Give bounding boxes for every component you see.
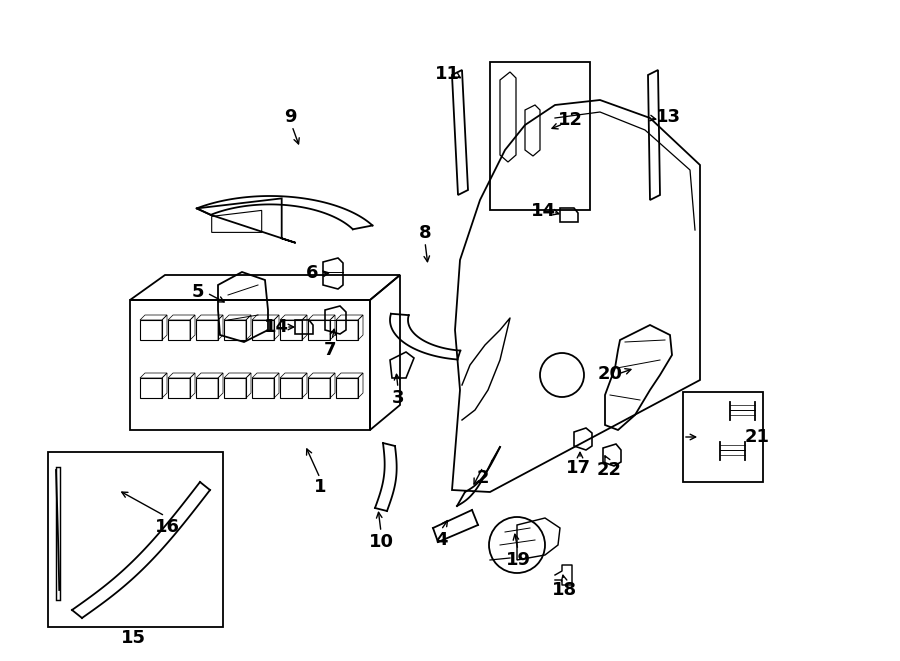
- Text: 17: 17: [565, 459, 590, 477]
- Text: 14: 14: [264, 318, 289, 336]
- Text: 5: 5: [192, 283, 204, 301]
- Text: 19: 19: [506, 551, 530, 569]
- Text: 4: 4: [435, 531, 447, 549]
- Text: 22: 22: [597, 461, 622, 479]
- Text: 8: 8: [418, 224, 431, 242]
- Text: 11: 11: [435, 65, 460, 83]
- Text: 1: 1: [314, 478, 326, 496]
- Text: 18: 18: [552, 581, 577, 599]
- Text: 16: 16: [155, 518, 179, 536]
- Text: 12: 12: [557, 111, 582, 129]
- Text: 21: 21: [744, 428, 770, 446]
- Text: 13: 13: [655, 108, 680, 126]
- Text: 2: 2: [477, 469, 490, 487]
- Bar: [48, 452, 223, 627]
- Text: 3: 3: [392, 389, 404, 407]
- Text: 7: 7: [324, 341, 337, 359]
- Text: 9: 9: [284, 108, 296, 126]
- Text: 15: 15: [121, 629, 146, 647]
- Text: 10: 10: [368, 533, 393, 551]
- Text: 20: 20: [598, 365, 623, 383]
- Text: 14: 14: [530, 202, 555, 220]
- Text: 6: 6: [306, 264, 319, 282]
- Bar: [490, 62, 590, 210]
- Bar: [683, 392, 763, 482]
